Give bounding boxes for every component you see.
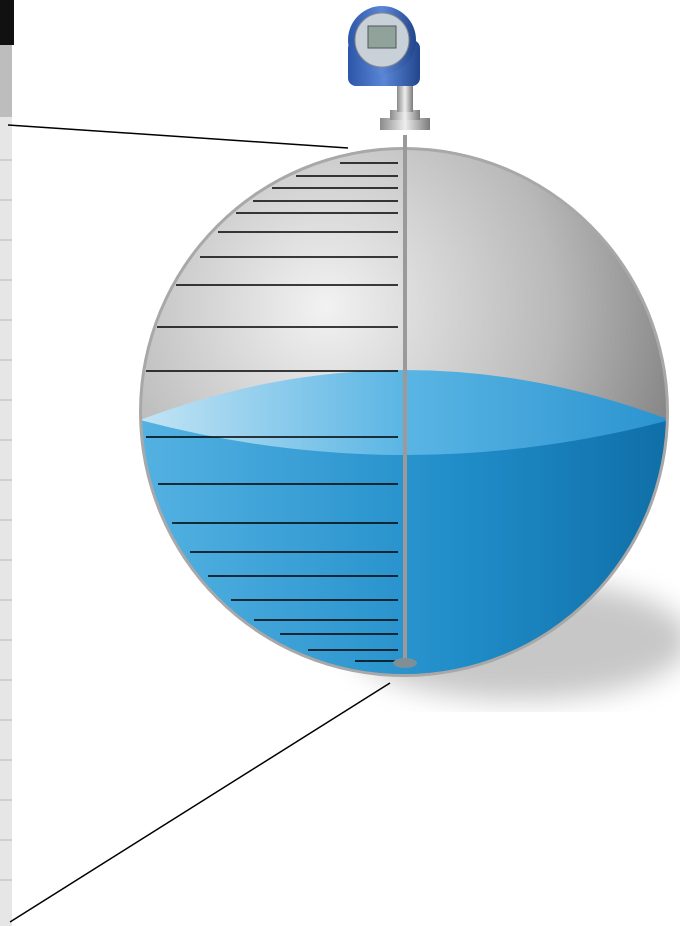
display [367,25,397,49]
left-strip-ticks [0,159,12,881]
leader-line-bottom [9,682,391,923]
left-strip-top [0,0,14,45]
left-strip-block [0,45,12,117]
flange [380,118,430,130]
probe-weight [393,658,417,668]
leader-line-top [7,124,349,149]
left-strip [0,0,12,926]
level-lines [146,162,398,662]
stem [397,78,413,112]
flange-neck [390,110,420,120]
probe-rod [403,135,407,660]
